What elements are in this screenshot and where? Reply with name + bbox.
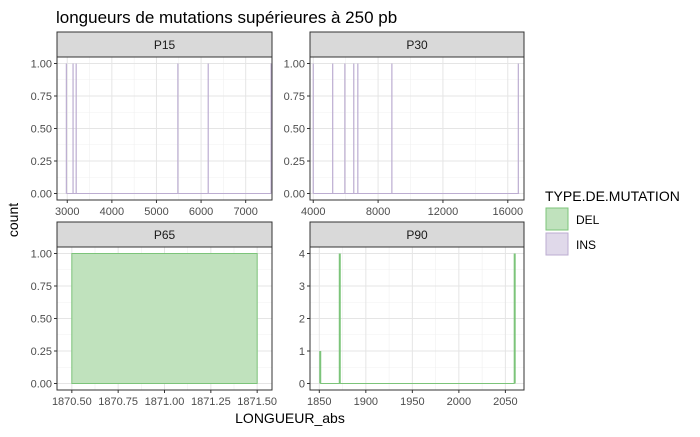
y-tick-label: 0.75	[284, 91, 305, 103]
legend-title: TYPE.DE.MUTATION	[545, 188, 680, 204]
y-axis-title: count	[5, 203, 21, 237]
legend-label-del: DEL	[576, 213, 600, 227]
y-tick-label: 0.50	[284, 124, 305, 136]
x-tick-label: 1870.75	[98, 396, 138, 408]
panel-strip	[309, 221, 525, 248]
y-tick-label: 0.50	[31, 314, 52, 326]
y-tick-label: 0.50	[31, 124, 52, 136]
x-tick-label: 2000	[447, 396, 471, 408]
y-tick-label: 0.25	[31, 346, 52, 358]
panel-strip-label: P65	[154, 228, 176, 242]
x-tick-label: 2050	[493, 396, 517, 408]
panel-p30: P30 0.00 0.25 0.50 0.75 1.00 4000 8000 12000 1600…	[284, 31, 525, 218]
panels-layer: P15 0.00 0.25 0.50 0.75 1.00 3000 4000 5000 6000 7…	[31, 31, 525, 408]
panel-strip	[56, 221, 273, 248]
legend-label-ins: INS	[576, 238, 596, 252]
x-tick-label: 5000	[144, 206, 168, 218]
panel-strip-label: P15	[154, 38, 176, 52]
x-tick-label: 8000	[366, 206, 390, 218]
y-tick-label: 0.25	[31, 156, 52, 168]
y-tick-label: 4	[299, 249, 305, 261]
y-tick-label: 1.00	[31, 59, 52, 71]
x-tick-label: 12000	[428, 206, 459, 218]
histogram-bar-del	[71, 253, 258, 384]
y-tick-label: 0.25	[284, 156, 305, 168]
y-tick-label: 0.00	[31, 189, 52, 201]
y-tick-label: 0	[299, 379, 305, 391]
x-tick-label: 1871.50	[237, 396, 277, 408]
x-tick-label: 16000	[492, 206, 523, 218]
y-tick-label: 1	[299, 346, 305, 358]
x-tick-label: 1850	[307, 396, 331, 408]
legend-key-del	[545, 207, 569, 231]
y-tick-label: 0.75	[31, 281, 52, 293]
x-tick-label: 1871.25	[191, 396, 231, 408]
panel-p65: P65 0.00 0.25 0.50 0.75 1.00 1870.50 1870.75 187…	[31, 221, 277, 408]
x-tick-label: 1950	[400, 396, 424, 408]
x-tick-label: 3000	[55, 206, 79, 218]
panel-strip	[309, 31, 525, 58]
panel-strip	[56, 31, 273, 58]
y-tick-label: 2	[299, 314, 305, 326]
x-tick-label: 1870.50	[52, 396, 92, 408]
chart-title: longueurs de mutations supérieures à 250…	[56, 8, 397, 27]
legend: TYPE.DE.MUTATION DEL INS	[545, 188, 680, 256]
y-tick-label: 0.75	[31, 91, 52, 103]
panel-strip-label: P90	[406, 228, 428, 242]
legend-key-ins	[545, 232, 569, 256]
x-tick-label: 1900	[354, 396, 378, 408]
x-tick-label: 4000	[100, 206, 124, 218]
x-tick-label: 6000	[189, 206, 213, 218]
y-tick-label: 0.00	[284, 189, 305, 201]
x-tick-label: 4000	[301, 206, 325, 218]
x-axis-title: LONGUEUR_abs	[235, 410, 345, 426]
panel-strip-label: P30	[406, 38, 428, 52]
x-tick-label: 1871.00	[145, 396, 185, 408]
y-tick-label: 3	[299, 281, 305, 293]
x-tick-label: 7000	[233, 206, 257, 218]
y-tick-label: 1.00	[31, 249, 52, 261]
panel-p15: P15 0.00 0.25 0.50 0.75 1.00 3000 4000 5000 6000 7…	[31, 31, 273, 218]
panel-p90: P90 0 1 2 3 4 1850 1900 1950 2000 2050	[299, 221, 525, 408]
y-tick-label: 0.00	[31, 379, 52, 391]
y-tick-label: 1.00	[284, 59, 305, 71]
